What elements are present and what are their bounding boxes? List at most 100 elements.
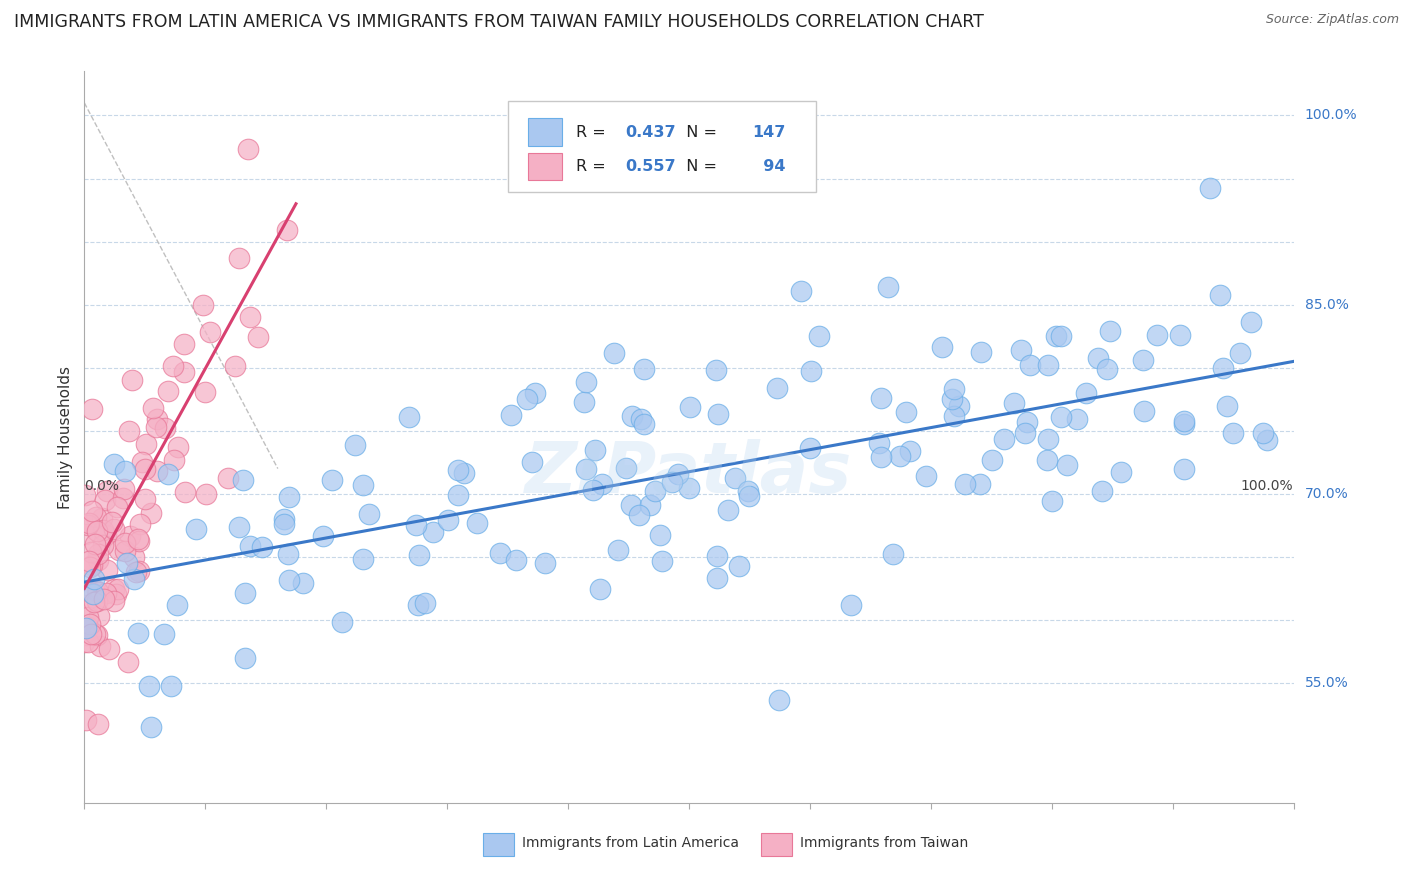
Text: R =: R =	[576, 159, 612, 174]
Point	[101, 515, 124, 529]
Point	[277, 491, 299, 505]
Point	[943, 409, 966, 424]
Point	[80, 402, 103, 417]
Point	[75, 621, 97, 635]
Point	[1002, 396, 1025, 410]
Y-axis label: Family Households: Family Households	[58, 366, 73, 508]
Point	[870, 450, 893, 464]
Point	[91, 538, 114, 552]
Point	[91, 524, 114, 538]
Point	[1036, 358, 1059, 372]
Point	[160, 679, 183, 693]
FancyBboxPatch shape	[529, 118, 562, 146]
Point	[87, 585, 110, 599]
Text: ZIPatlas: ZIPatlas	[526, 439, 852, 508]
Text: 100.0%: 100.0%	[1305, 109, 1357, 122]
Point	[707, 407, 730, 421]
Point	[87, 553, 110, 567]
Point	[398, 409, 420, 424]
Point	[1212, 361, 1234, 376]
Point	[765, 381, 787, 395]
Point	[877, 280, 900, 294]
Point	[232, 474, 254, 488]
Point	[1173, 414, 1195, 428]
Text: 94: 94	[752, 159, 786, 174]
Point	[79, 617, 101, 632]
Point	[870, 391, 893, 405]
Point	[1017, 416, 1039, 430]
Text: 147: 147	[752, 125, 785, 139]
Point	[1173, 462, 1195, 476]
Point	[1109, 465, 1132, 479]
Point	[572, 394, 595, 409]
Point	[312, 529, 335, 543]
Point	[948, 399, 970, 413]
Point	[1209, 287, 1232, 301]
Point	[166, 598, 188, 612]
Point	[406, 598, 429, 612]
Point	[104, 587, 127, 601]
Point	[1045, 329, 1067, 343]
Point	[898, 443, 921, 458]
Point	[1229, 346, 1251, 360]
Point	[1010, 343, 1032, 357]
Point	[76, 517, 98, 532]
Point	[841, 598, 863, 612]
Point	[352, 478, 374, 492]
Point	[77, 554, 100, 568]
Point	[94, 528, 117, 542]
Point	[1095, 361, 1118, 376]
Point	[134, 492, 156, 507]
Point	[233, 586, 256, 600]
Point	[357, 507, 380, 521]
Point	[1199, 181, 1222, 195]
Point	[173, 336, 195, 351]
Point	[505, 553, 527, 567]
Point	[1091, 483, 1114, 498]
Point	[1133, 404, 1156, 418]
FancyBboxPatch shape	[484, 833, 513, 856]
Text: IMMIGRANTS FROM LATIN AMERICA VS IMMIGRANTS FROM TAIWAN FAMILY HOUSEHOLDS CORREL: IMMIGRANTS FROM LATIN AMERICA VS IMMIGRA…	[14, 13, 984, 31]
Point	[679, 401, 702, 415]
Point	[96, 563, 118, 577]
Point	[277, 547, 299, 561]
Point	[447, 488, 470, 502]
Point	[291, 575, 314, 590]
Point	[142, 401, 165, 415]
Point	[139, 506, 162, 520]
Point	[589, 582, 612, 597]
Point	[1087, 351, 1109, 366]
Point	[194, 487, 217, 501]
Point	[103, 594, 125, 608]
Point	[83, 573, 105, 587]
Point	[73, 488, 96, 502]
Point	[1036, 432, 1059, 446]
Point	[93, 591, 115, 606]
Point	[118, 424, 141, 438]
Point	[413, 596, 436, 610]
Point	[83, 627, 105, 641]
Point	[228, 252, 250, 266]
Text: 55.0%: 55.0%	[1305, 676, 1348, 690]
Point	[117, 655, 139, 669]
Text: Source: ZipAtlas.com: Source: ZipAtlas.com	[1265, 13, 1399, 27]
Point	[534, 556, 557, 570]
Point	[1050, 328, 1073, 343]
Point	[117, 556, 139, 570]
Point	[114, 464, 136, 478]
Point	[620, 409, 643, 424]
Text: Immigrants from Taiwan: Immigrants from Taiwan	[800, 836, 969, 850]
Point	[575, 462, 598, 476]
Point	[993, 432, 1015, 446]
Point	[73, 527, 96, 541]
Point	[127, 626, 149, 640]
Point	[83, 595, 105, 609]
Point	[344, 438, 367, 452]
Point	[217, 471, 239, 485]
Point	[1240, 316, 1263, 330]
Point	[408, 549, 430, 563]
Point	[111, 491, 134, 506]
Point	[103, 582, 125, 596]
Point	[717, 503, 740, 517]
Point	[648, 528, 671, 542]
